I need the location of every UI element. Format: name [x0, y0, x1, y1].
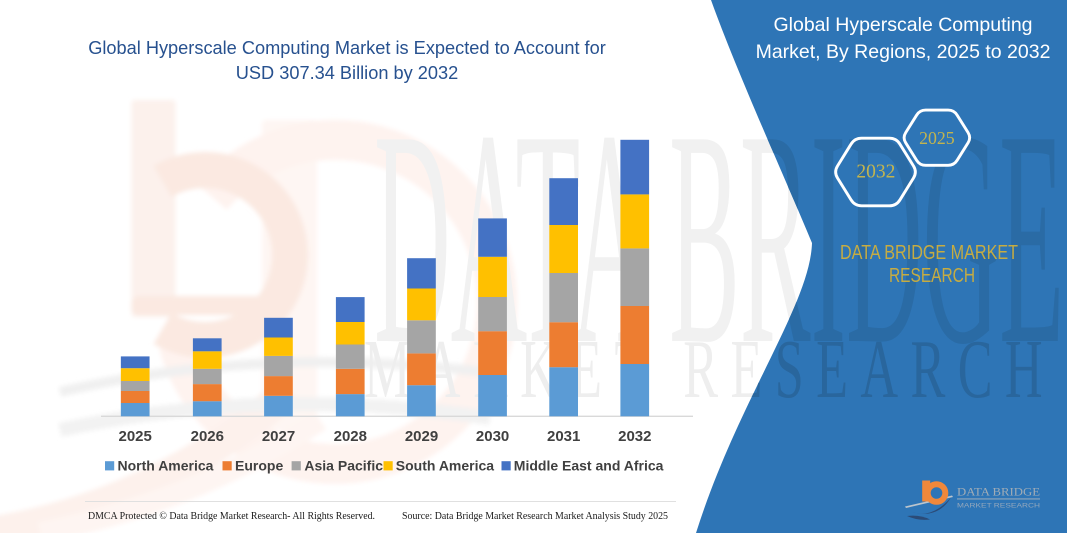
svg-text:North America: North America [118, 458, 214, 474]
svg-text:RESEARCH: RESEARCH [889, 264, 975, 287]
svg-text:2032: 2032 [856, 162, 895, 183]
svg-text:2029: 2029 [405, 428, 438, 445]
svg-text:2025: 2025 [919, 128, 955, 148]
svg-text:Asia Pacific: Asia Pacific [304, 458, 383, 474]
svg-text:2031: 2031 [547, 428, 580, 445]
svg-text:2032: 2032 [618, 428, 651, 445]
svg-text:Source: Data Bridge Market Res: Source: Data Bridge Market Research Mark… [402, 510, 668, 522]
svg-text:Middle East and Africa: Middle East and Africa [514, 458, 664, 474]
svg-text:2026: 2026 [191, 428, 224, 445]
svg-text:2025: 2025 [119, 428, 152, 445]
svg-text:2027: 2027 [262, 428, 295, 445]
svg-text:DMCA Protected © Data Bridge M: DMCA Protected © Data Bridge Market Rese… [88, 510, 375, 522]
svg-text:Europe: Europe [235, 458, 283, 474]
svg-text:2028: 2028 [334, 428, 367, 445]
svg-text:2030: 2030 [476, 428, 509, 445]
svg-text:South America: South America [396, 458, 494, 474]
svg-text:DATA BRIDGE MARKET: DATA BRIDGE MARKET [840, 241, 1018, 264]
svg-text:DATA BRIDGE: DATA BRIDGE [957, 486, 1040, 498]
svg-text:MARKET RESEARCH: MARKET RESEARCH [957, 503, 1040, 510]
